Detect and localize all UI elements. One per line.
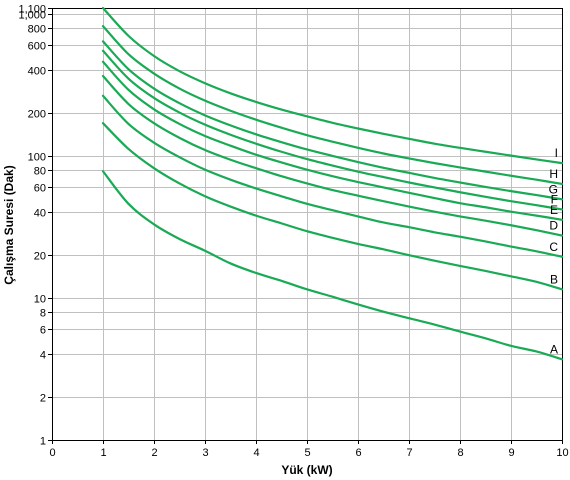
- series-line-d: [101, 74, 564, 237]
- x-axis-ticks: 0 1 2 3 4 5 6 7 8 9 10: [49, 440, 569, 459]
- y-tick-label: 800: [28, 24, 46, 36]
- x-tick-label: 3: [202, 447, 208, 459]
- series-label-c: C: [549, 240, 558, 254]
- x-tick-label: 4: [253, 447, 259, 459]
- y-tick-label: 1: [40, 436, 46, 448]
- series-label-h: H: [549, 167, 558, 181]
- series-line-c: [101, 94, 564, 258]
- series-label-i: I: [555, 146, 558, 160]
- series-label-e: E: [550, 203, 558, 217]
- y-tick-label: 1,100: [18, 4, 46, 16]
- series-line-a: [101, 170, 564, 361]
- y-tick-label: 40: [34, 208, 46, 220]
- y-tick-label: 8: [40, 308, 46, 320]
- series-line-g: [101, 40, 564, 201]
- y-tick-label: 1,000: [18, 10, 46, 22]
- series-label-g: G: [549, 182, 558, 196]
- x-tick-label: 5: [304, 447, 310, 459]
- x-tick-label: 7: [406, 447, 412, 459]
- x-tick-label: 2: [151, 447, 157, 459]
- y-tick-label: 2: [40, 393, 46, 405]
- y-tick-label: 400: [28, 66, 46, 78]
- series-line-i: [101, 6, 564, 165]
- series-label-d: D: [549, 219, 558, 233]
- series-line-b: [101, 122, 564, 291]
- y-tick-label: 60: [34, 183, 46, 195]
- y-tick-label: 10: [34, 294, 46, 306]
- x-tick-label: 9: [508, 447, 514, 459]
- y-tick-label: 200: [28, 109, 46, 121]
- series-line-f: [101, 49, 564, 211]
- x-axis-title: Yük (kW): [281, 463, 332, 477]
- y-tick-label: 80: [34, 166, 46, 178]
- y-tick-label: 6: [40, 325, 46, 337]
- series-line-e: [101, 60, 564, 221]
- grid: [52, 8, 562, 440]
- y-tick-label: 600: [28, 41, 46, 53]
- x-tick-label: 1: [100, 447, 106, 459]
- x-tick-label: 10: [556, 447, 568, 459]
- series-line-h: [101, 25, 564, 186]
- series-label-a: A: [550, 342, 558, 356]
- y-tick-label: 20: [34, 251, 46, 263]
- y-axis-title: Çalışma Suresi (Dak): [2, 165, 16, 284]
- x-tick-label: 0: [49, 447, 55, 459]
- series-lines: [101, 6, 564, 361]
- x-tick-label: 6: [355, 447, 361, 459]
- y-tick-label: 4: [40, 350, 46, 362]
- y-tick-label: 100: [28, 152, 46, 164]
- series-label-f: F: [551, 192, 558, 206]
- series-label-b: B: [550, 272, 558, 286]
- x-tick-label: 8: [457, 447, 463, 459]
